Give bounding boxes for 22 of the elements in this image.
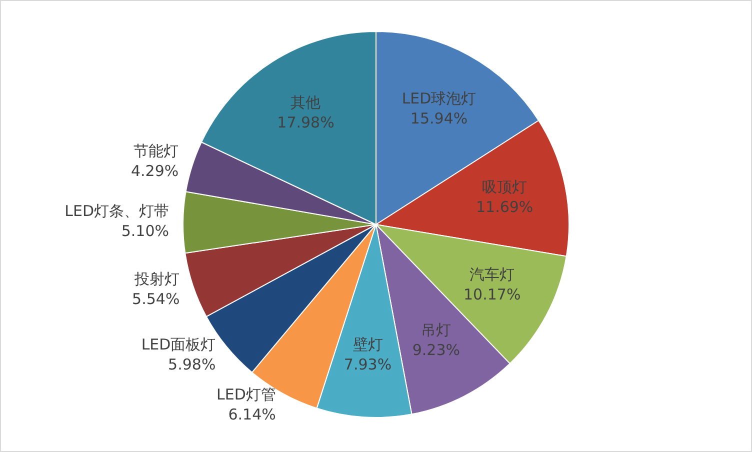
data-label: 5.10% — [121, 222, 170, 240]
slice-label: 其他 — [290, 94, 321, 112]
slice-label: 节能灯 — [134, 142, 179, 160]
data-label: 5.98% — [168, 355, 216, 374]
slice-label: LED灯条、灯带 — [64, 202, 170, 220]
data-label: 11.69% — [476, 198, 534, 216]
data-label: 15.94% — [410, 109, 468, 128]
slice-label: 吸顶灯 — [482, 178, 528, 196]
slice-label: 壁灯 — [352, 335, 383, 354]
data-label: 17.98% — [277, 114, 334, 132]
data-label: 9.23% — [412, 341, 460, 360]
data-label: 5.54% — [132, 290, 180, 308]
data-label: 4.29% — [130, 162, 179, 180]
slice-label: LED球泡灯 — [402, 89, 476, 108]
slice-label: LED面板灯 — [141, 335, 216, 354]
slice-label: LED灯管 — [216, 386, 276, 404]
data-label: 7.93% — [344, 355, 392, 374]
slice-label: 投射灯 — [134, 270, 180, 288]
slice-label: 吊灯 — [421, 321, 452, 340]
data-label: 10.17% — [464, 286, 521, 304]
slice-label: 汽车灯 — [470, 266, 515, 284]
data-label: 6.14% — [228, 406, 276, 424]
